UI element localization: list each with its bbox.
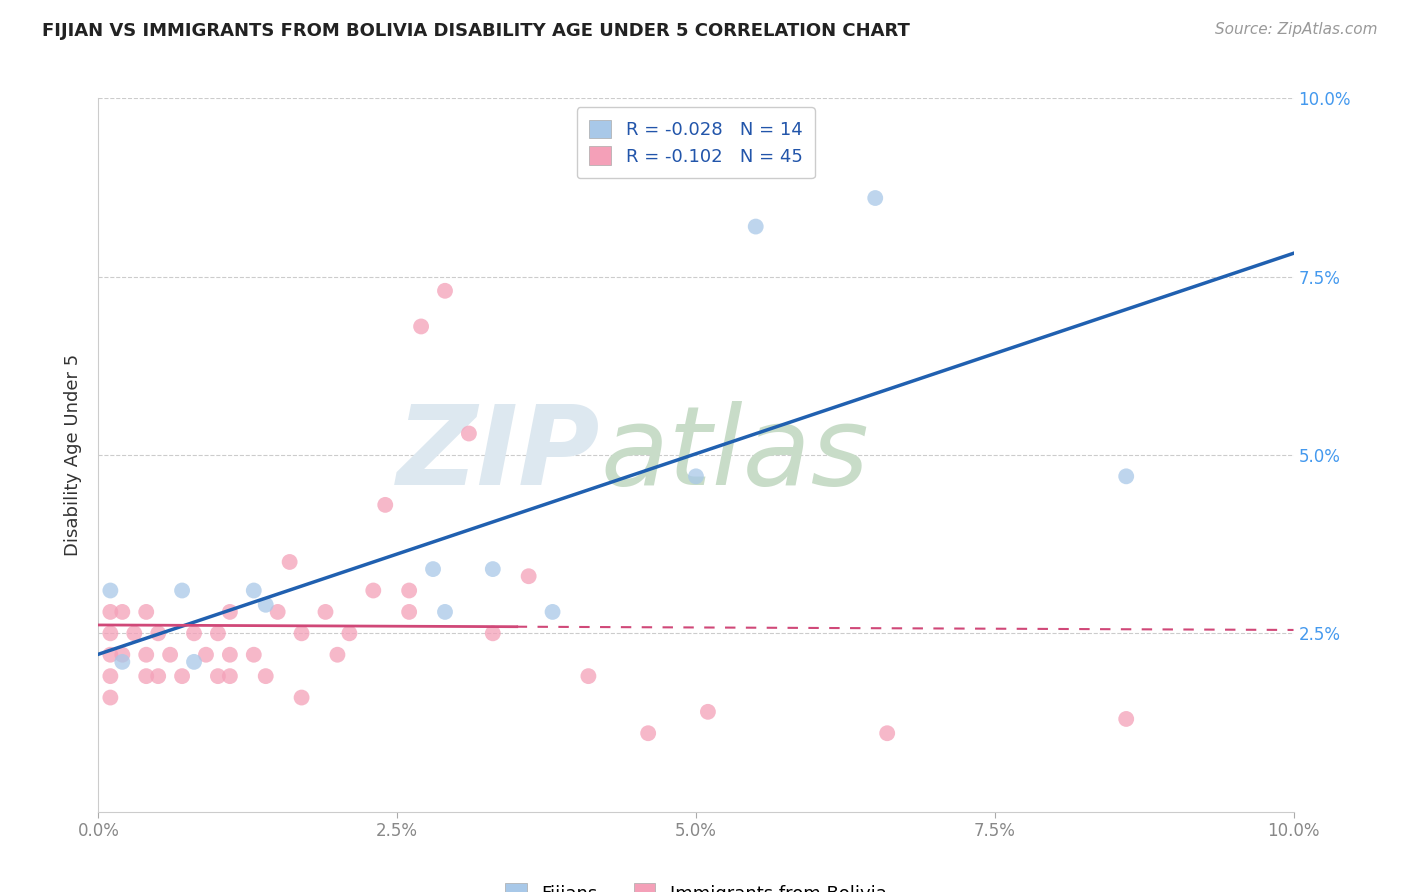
Point	[267, 605, 290, 619]
Point	[876, 726, 898, 740]
Point	[481, 562, 505, 576]
Point	[100, 626, 122, 640]
Point	[135, 669, 157, 683]
Point	[697, 705, 720, 719]
Point	[100, 669, 122, 683]
Point	[219, 605, 242, 619]
Point	[434, 284, 457, 298]
Point	[865, 191, 887, 205]
Point	[172, 669, 194, 683]
Point	[422, 562, 444, 576]
Point	[637, 726, 659, 740]
Point	[100, 605, 122, 619]
Text: FIJIAN VS IMMIGRANTS FROM BOLIVIA DISABILITY AGE UNDER 5 CORRELATION CHART: FIJIAN VS IMMIGRANTS FROM BOLIVIA DISABI…	[42, 22, 910, 40]
Point	[326, 648, 349, 662]
Point	[219, 648, 242, 662]
Point	[254, 598, 277, 612]
Point	[124, 626, 146, 640]
Point	[541, 605, 564, 619]
Point	[207, 626, 229, 640]
Point	[398, 583, 420, 598]
Point	[243, 648, 266, 662]
Point	[745, 219, 768, 234]
Point	[243, 583, 266, 598]
Point	[685, 469, 707, 483]
Point	[159, 648, 181, 662]
Point	[578, 669, 600, 683]
Point	[172, 583, 194, 598]
Point	[458, 426, 481, 441]
Point	[315, 605, 337, 619]
Legend: Fijians, Immigrants from Bolivia: Fijians, Immigrants from Bolivia	[492, 871, 900, 892]
Point	[1115, 712, 1137, 726]
Point	[254, 669, 277, 683]
Point	[517, 569, 540, 583]
Point	[1115, 469, 1137, 483]
Point	[411, 319, 433, 334]
Y-axis label: Disability Age Under 5: Disability Age Under 5	[65, 354, 83, 556]
Text: atlas: atlas	[600, 401, 869, 508]
Point	[100, 583, 122, 598]
Point	[339, 626, 360, 640]
Point	[100, 690, 122, 705]
Point	[207, 669, 229, 683]
Point	[135, 648, 157, 662]
Point	[111, 648, 134, 662]
Point	[481, 626, 505, 640]
Point	[100, 648, 122, 662]
Point	[291, 626, 314, 640]
Point	[195, 648, 218, 662]
Point	[183, 655, 205, 669]
Point	[363, 583, 385, 598]
Point	[148, 669, 170, 683]
Point	[135, 605, 157, 619]
Point	[111, 605, 134, 619]
Point	[434, 605, 457, 619]
Point	[291, 690, 314, 705]
Text: ZIP: ZIP	[396, 401, 600, 508]
Point	[278, 555, 301, 569]
Point	[148, 626, 170, 640]
Point	[398, 605, 420, 619]
Text: Source: ZipAtlas.com: Source: ZipAtlas.com	[1215, 22, 1378, 37]
Point	[374, 498, 396, 512]
Point	[219, 669, 242, 683]
Point	[111, 655, 134, 669]
Point	[183, 626, 205, 640]
